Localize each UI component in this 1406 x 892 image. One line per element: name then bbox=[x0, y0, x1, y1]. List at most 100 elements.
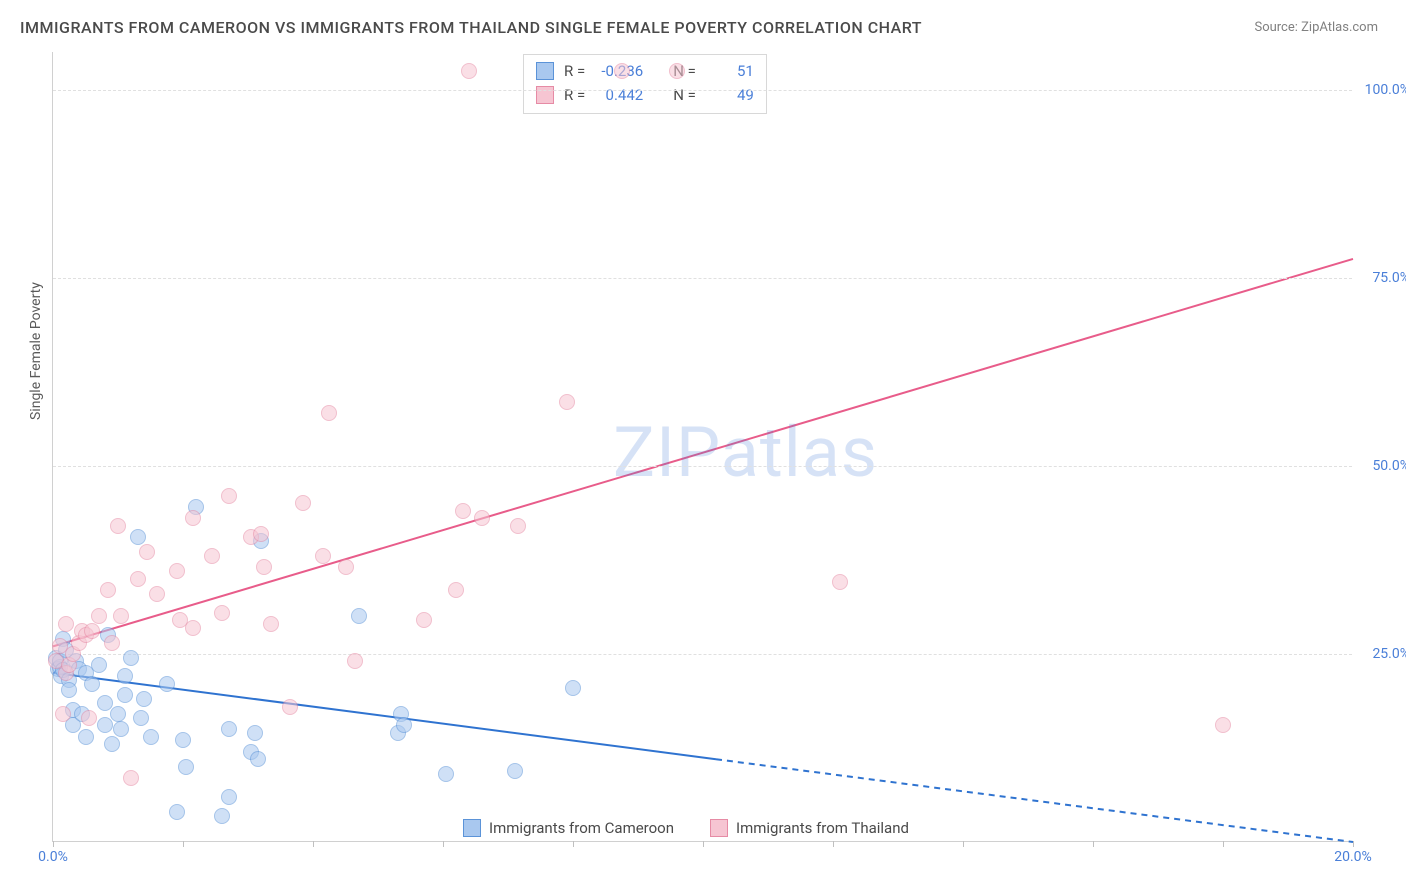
scatter-point bbox=[221, 721, 237, 737]
n-value-series1: 51 bbox=[706, 59, 754, 83]
scatter-point bbox=[113, 721, 129, 737]
x-tick-mark bbox=[833, 841, 834, 847]
scatter-point bbox=[338, 559, 354, 575]
y-tick-label: 50.0% bbox=[1372, 458, 1406, 474]
scatter-point bbox=[91, 657, 107, 673]
scatter-point bbox=[351, 608, 367, 624]
scatter-point bbox=[614, 63, 630, 79]
scatter-point bbox=[321, 405, 337, 421]
legend-swatch-series1 bbox=[463, 819, 481, 837]
r-label: R = bbox=[564, 59, 585, 83]
scatter-point bbox=[55, 706, 71, 722]
source-label: Source: ZipAtlas.com bbox=[1254, 20, 1378, 35]
scatter-point bbox=[282, 699, 298, 715]
legend-label-series1: Immigrants from Cameroon bbox=[489, 819, 674, 837]
x-tick-mark bbox=[703, 841, 704, 847]
swatch-series1 bbox=[536, 62, 554, 80]
gridline bbox=[53, 654, 1352, 655]
scatter-point bbox=[169, 563, 185, 579]
scatter-point bbox=[84, 676, 100, 692]
trend-lines-layer bbox=[53, 52, 1352, 841]
scatter-point bbox=[117, 668, 133, 684]
x-tick-mark bbox=[183, 841, 184, 847]
trend-line bbox=[53, 673, 716, 760]
scatter-point bbox=[253, 526, 269, 542]
watermark: ZIPatlas bbox=[613, 412, 878, 494]
scatter-point bbox=[416, 612, 432, 628]
y-tick-label: 100.0% bbox=[1365, 82, 1406, 98]
scatter-point bbox=[250, 751, 266, 767]
x-tick-mark bbox=[573, 841, 574, 847]
scatter-point bbox=[438, 766, 454, 782]
scatter-point bbox=[559, 394, 575, 410]
scatter-point bbox=[295, 495, 311, 511]
scatter-point bbox=[81, 710, 97, 726]
y-tick-label: 25.0% bbox=[1372, 646, 1406, 662]
scatter-point bbox=[169, 804, 185, 820]
n-label: N = bbox=[673, 83, 696, 107]
scatter-point bbox=[110, 706, 126, 722]
x-tick-mark bbox=[1093, 841, 1094, 847]
r-value-series2: 0.442 bbox=[595, 83, 643, 107]
scatter-point bbox=[123, 770, 139, 786]
y-axis-label: Single Female Poverty bbox=[28, 282, 44, 420]
scatter-point bbox=[61, 682, 77, 698]
trend-line bbox=[53, 259, 1353, 646]
scatter-point bbox=[347, 653, 363, 669]
stats-row-series1: R = -0.236 N = 51 bbox=[536, 59, 754, 83]
scatter-point bbox=[130, 571, 146, 587]
scatter-point bbox=[130, 529, 146, 545]
scatter-point bbox=[185, 620, 201, 636]
stats-row-series2: R = 0.442 N = 49 bbox=[536, 83, 754, 107]
scatter-point bbox=[315, 548, 331, 564]
legend-item-series2: Immigrants from Thailand bbox=[710, 819, 909, 837]
correlation-stats-box: R = -0.236 N = 51 R = 0.442 N = 49 bbox=[523, 54, 767, 114]
scatter-point bbox=[510, 518, 526, 534]
scatter-point bbox=[97, 717, 113, 733]
scatter-point bbox=[91, 608, 107, 624]
scatter-point bbox=[221, 789, 237, 805]
scatter-point bbox=[110, 518, 126, 534]
scatter-point bbox=[139, 544, 155, 560]
scatter-point bbox=[113, 608, 129, 624]
scatter-point bbox=[78, 729, 94, 745]
scatter-point bbox=[214, 808, 230, 824]
legend-label-series2: Immigrants from Thailand bbox=[736, 819, 909, 837]
scatter-point bbox=[123, 650, 139, 666]
scatter-point bbox=[117, 687, 133, 703]
scatter-point bbox=[204, 548, 220, 564]
scatter-point bbox=[214, 605, 230, 621]
gridline bbox=[53, 90, 1352, 91]
scatter-point bbox=[175, 732, 191, 748]
scatter-point bbox=[461, 63, 477, 79]
n-value-series2: 49 bbox=[706, 83, 754, 107]
scatter-point bbox=[149, 586, 165, 602]
x-tick-mark bbox=[1353, 841, 1354, 847]
scatter-point bbox=[178, 759, 194, 775]
scatter-point bbox=[474, 510, 490, 526]
r-label: R = bbox=[564, 83, 585, 107]
scatter-point bbox=[104, 736, 120, 752]
scatter-point bbox=[58, 616, 74, 632]
scatter-point bbox=[396, 717, 412, 733]
scatter-point bbox=[143, 729, 159, 745]
scatter-point bbox=[832, 574, 848, 590]
chart-title: IMMIGRANTS FROM CAMEROON VS IMMIGRANTS F… bbox=[20, 18, 922, 37]
x-tick-label: 20.0% bbox=[1334, 849, 1372, 865]
x-tick-mark bbox=[1223, 841, 1224, 847]
scatter-point bbox=[104, 635, 120, 651]
x-tick-mark bbox=[313, 841, 314, 847]
legend-swatch-series2 bbox=[710, 819, 728, 837]
scatter-point bbox=[100, 582, 116, 598]
scatter-point bbox=[263, 616, 279, 632]
scatter-point bbox=[133, 710, 149, 726]
scatter-point bbox=[185, 510, 201, 526]
scatter-point bbox=[448, 582, 464, 598]
bottom-legend: Immigrants from Cameroon Immigrants from… bbox=[463, 819, 909, 837]
x-tick-mark bbox=[443, 841, 444, 847]
scatter-point bbox=[1215, 717, 1231, 733]
y-tick-label: 75.0% bbox=[1372, 270, 1406, 286]
scatter-point bbox=[247, 725, 263, 741]
scatter-point bbox=[159, 676, 175, 692]
chart-plot-area: ZIPatlas R = -0.236 N = 51 R = 0.442 N =… bbox=[52, 52, 1352, 842]
